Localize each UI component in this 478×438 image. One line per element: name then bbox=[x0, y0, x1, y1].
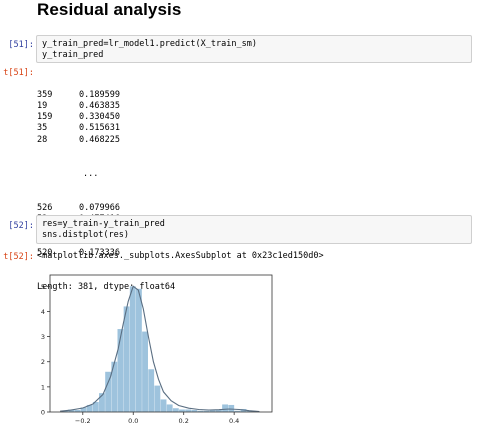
series-index: 520 bbox=[37, 247, 53, 258]
series-index: 159 bbox=[37, 112, 53, 123]
histogram-bar bbox=[135, 288, 142, 412]
series-footer: Length: 381, dtype: float64 bbox=[37, 281, 176, 292]
series-index: 35 bbox=[37, 123, 48, 134]
histogram-bar bbox=[166, 404, 173, 412]
series-row: 35 0.515631 bbox=[37, 123, 175, 134]
series-ellipsis: ... bbox=[83, 168, 99, 179]
y-tick-label: 2 bbox=[41, 358, 45, 366]
histogram-bar bbox=[68, 409, 75, 412]
histogram-bar bbox=[74, 409, 81, 412]
histogram-bar bbox=[123, 306, 130, 412]
y-tick-label: 1 bbox=[41, 383, 45, 391]
code-cell-51[interactable]: y_train_pred=lr_model1.predict(X_train_s… bbox=[36, 35, 472, 63]
histogram-bar bbox=[117, 329, 124, 412]
histogram-bar bbox=[209, 409, 216, 412]
series-row: 19 0.463835 bbox=[37, 101, 175, 112]
histogram-bar bbox=[154, 385, 161, 412]
output-repr-52: <matplotlib.axes._subplots.AxesSubplot a… bbox=[37, 251, 324, 261]
histogram-bar bbox=[246, 410, 253, 412]
code-line: y_train_pred bbox=[42, 49, 104, 60]
histogram-bar bbox=[191, 409, 198, 412]
series-row: 526 0.079966 bbox=[37, 203, 175, 214]
histogram-bar bbox=[111, 361, 118, 412]
series-value: 0.463835 bbox=[79, 100, 120, 111]
histogram-bar bbox=[215, 409, 222, 412]
histogram-bar bbox=[234, 410, 241, 412]
x-tick-label: −0.2 bbox=[75, 417, 91, 425]
series-value: 0.079966 bbox=[79, 202, 120, 213]
code-line: res=y_train-y_train_pred bbox=[42, 219, 165, 229]
section-heading: Residual analysis bbox=[37, 0, 182, 19]
series-value: 0.330450 bbox=[79, 112, 120, 123]
y-tick-label: 3 bbox=[41, 333, 45, 341]
input-prompt-52: [52]: bbox=[8, 221, 34, 231]
histogram-bar bbox=[62, 410, 68, 412]
code-line: sns.distplot(res) bbox=[42, 229, 129, 240]
input-prompt-51: [51]: bbox=[8, 40, 34, 50]
histogram-bar bbox=[197, 410, 204, 412]
output-series-51: 359 0.189599 19 0.463835 159 0.330450 35 0.5156… bbox=[37, 67, 175, 304]
histogram-bar bbox=[105, 371, 112, 412]
histogram-bar bbox=[160, 399, 167, 412]
histogram-bar bbox=[80, 407, 87, 412]
output-prompt-52: t[52]: bbox=[3, 252, 34, 262]
plot-frame bbox=[49, 274, 273, 413]
code-cell-52[interactable]: res=y_train-y_train_pred sns.distplot(re… bbox=[36, 215, 472, 244]
kde-line bbox=[60, 285, 260, 413]
histogram-bar bbox=[99, 393, 105, 412]
histogram-bar bbox=[228, 404, 235, 412]
histogram-bar bbox=[172, 408, 179, 412]
y-tick-label: 4 bbox=[41, 308, 45, 316]
histogram-bar bbox=[129, 286, 136, 412]
histogram-bar bbox=[203, 410, 210, 412]
series-index: 359 bbox=[37, 89, 53, 100]
series-index: 526 bbox=[37, 202, 53, 213]
output-prompt-51: t[51]: bbox=[3, 68, 34, 78]
histogram-bar bbox=[86, 404, 93, 412]
series-index: 28 bbox=[37, 134, 48, 145]
histogram-bar bbox=[185, 409, 192, 412]
series-value: 0.468225 bbox=[79, 134, 120, 145]
series-value: 0.515631 bbox=[79, 123, 120, 134]
histogram-bar bbox=[222, 404, 229, 412]
series-index: 19 bbox=[37, 100, 48, 111]
series-row: 520 0.173336 bbox=[37, 248, 175, 259]
x-tick-label: 0.0 bbox=[128, 417, 138, 425]
residual-distplot: 0 1 2 3 4 5 −0.2 0.0 0.2 0.4 bbox=[41, 274, 273, 425]
histogram-bar bbox=[179, 409, 185, 412]
y-tick-label: 0 bbox=[41, 409, 45, 417]
histogram-bar bbox=[142, 331, 148, 412]
x-tick-label: 0.4 bbox=[229, 417, 239, 425]
series-row: 359 0.189599 bbox=[37, 90, 175, 101]
code-line: y_train_pred=lr_model1.predict(X_train_s… bbox=[42, 39, 257, 49]
histogram-bar bbox=[92, 401, 99, 412]
series-row: 28 0.468225 bbox=[37, 135, 175, 146]
y-tick-label: 5 bbox=[41, 283, 45, 291]
x-tick-label: 0.2 bbox=[179, 417, 189, 425]
histogram-bar bbox=[148, 369, 155, 412]
series-row: 159 0.330450 bbox=[37, 112, 175, 123]
series-value: 0.173336 bbox=[79, 247, 120, 258]
series-value: 0.189599 bbox=[79, 89, 120, 100]
